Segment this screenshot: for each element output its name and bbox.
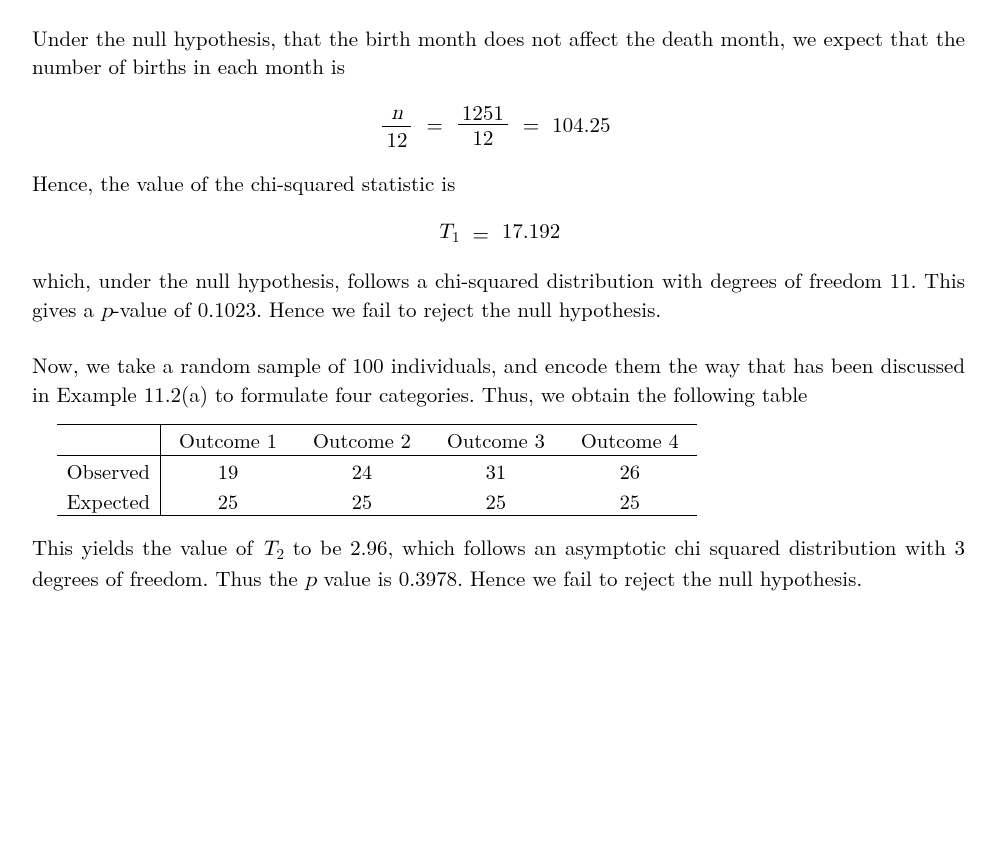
paragraph-5: This yields the value of T2 to be 2.96, … [32,533,965,596]
eq1-rhs: 104.25 [552,110,616,138]
eq1-lhs-num: n [391,103,403,124]
paragraph-2: Hence, the value of the chi-squared stat… [32,169,965,197]
table-cell: 31 [429,455,563,485]
paragraph-4: Now, we take a random sample of 100 indi… [32,351,965,408]
eq2-var: T [437,222,452,243]
table-cell: 19 [161,455,295,485]
table-header-row: Outcome 1 Outcome 2 Outcome 3 Outcome 4 [57,425,697,456]
table-col-header: Outcome 4 [563,425,697,456]
outcome-table: Outcome 1 Outcome 2 Outcome 3 Outcome 4 … [57,424,697,516]
table-col-header: Outcome 2 [295,425,429,456]
table-row: Expected 25 25 25 25 [57,486,697,516]
table-blank-header [57,425,161,456]
equals-sign: = [517,110,545,138]
table-cell: 26 [563,455,697,485]
table-cell: 25 [295,486,429,516]
table-row-label: Expected [57,486,161,516]
table-row: Observed 19 24 31 26 [57,455,697,485]
table-cell: 25 [161,486,295,516]
eq1-mid-den: 12 [458,125,508,148]
eq1-lhs-den: 12 [382,127,411,150]
eq2-sub: 1 [452,226,460,247]
table-col-header: Outcome 1 [161,425,295,456]
equation-1: n 12 = 1251 12 = 104.25 [32,100,965,150]
table-cell: 25 [429,486,563,516]
table-cell: 25 [563,486,697,516]
table-row-label: Observed [57,455,161,485]
eq2-value: 17.192 [502,215,560,245]
paragraph-1: Under the null hypothesis, that the birt… [32,24,965,81]
equals-sign: = [420,110,448,138]
table-cell: 24 [295,455,429,485]
equation-2: T1 = 17.192 [32,216,965,248]
paragraph-3: which, under the null hypothesis, follow… [32,266,965,326]
table-col-header: Outcome 3 [429,425,563,456]
